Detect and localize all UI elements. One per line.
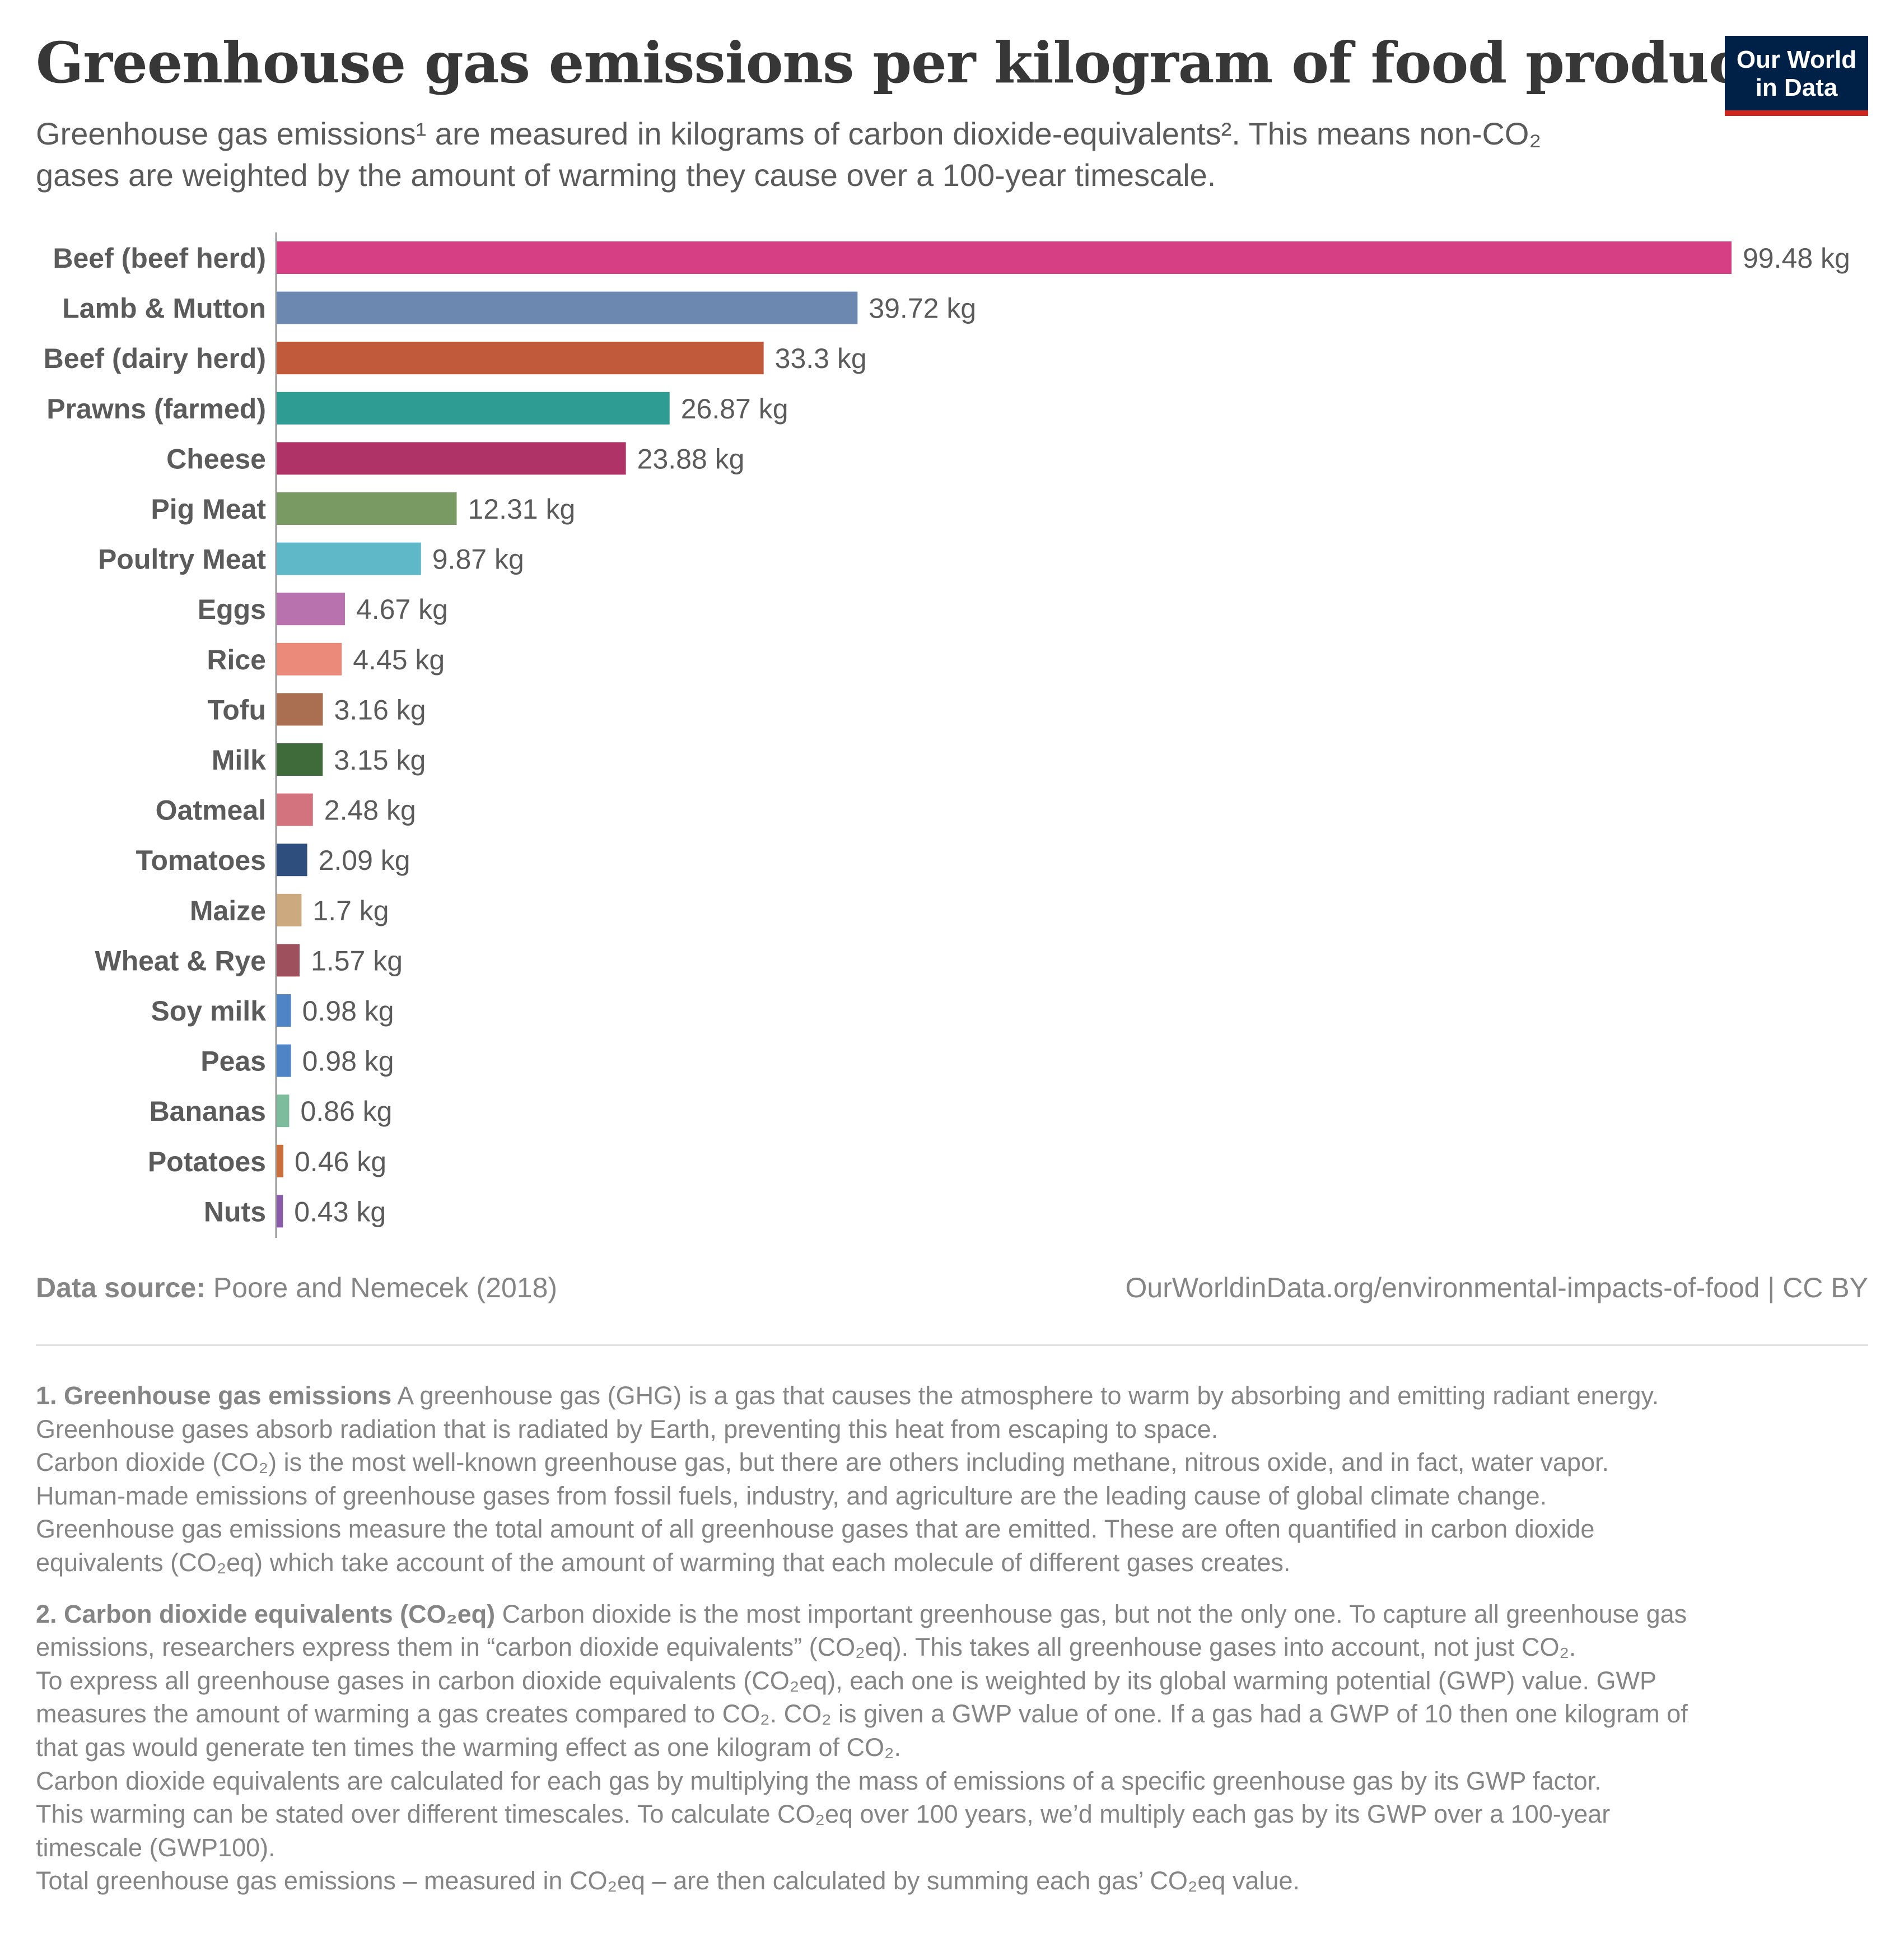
footnote-2-line: Total greenhouse gas emissions – measure…: [36, 1866, 1300, 1895]
bar[interactable]: [277, 392, 670, 425]
bar-chart: Beef (beef herd) 99.48 kg Lamb & Mutton 39.…: [44, 232, 1850, 1238]
value-label: 0.46 kg: [295, 1146, 386, 1177]
footnote-2-line: timescale (GWP100).: [36, 1833, 276, 1862]
value-label: 23.88 kg: [637, 443, 745, 474]
category-label: Maize: [190, 895, 266, 926]
source-url-link[interactable]: OurWorldinData.org/environmental-impacts…: [1125, 1272, 1868, 1303]
bar[interactable]: [277, 743, 323, 776]
category-label: Nuts: [204, 1196, 266, 1227]
bar[interactable]: [277, 492, 457, 525]
value-label: 99.48 kg: [1743, 243, 1850, 274]
bar[interactable]: [277, 793, 313, 826]
chart-title: Greenhouse gas emissions per kilogram of…: [36, 30, 1768, 96]
bar[interactable]: [277, 1144, 284, 1177]
footnote-1-line: Human-made emissions of greenhouse gases…: [36, 1481, 1547, 1510]
category-label: Bananas: [150, 1096, 266, 1127]
category-label: Wheat & Rye: [95, 945, 266, 976]
footnote-2-text: Carbon dioxide is the most important gre…: [502, 1599, 1687, 1628]
category-label: Beef (beef herd): [53, 243, 266, 274]
value-label: 2.09 kg: [319, 845, 410, 876]
value-label: 9.87 kg: [432, 544, 524, 575]
bars-group: Beef (beef herd) 99.48 kg Lamb & Mutton 39.…: [44, 241, 1850, 1228]
bar[interactable]: [277, 342, 764, 375]
footer-divider: [36, 1344, 1868, 1346]
value-label: 4.45 kg: [353, 644, 445, 676]
footnote-1-line: Carbon dioxide (CO₂) is the most well-kn…: [36, 1448, 1609, 1477]
value-label: 1.57 kg: [311, 945, 403, 976]
category-label: Potatoes: [148, 1146, 266, 1177]
bar[interactable]: [277, 1094, 290, 1128]
subtitle-line-1: Greenhouse gas emissions¹ are measured i…: [36, 116, 1542, 151]
data-source: Data source: Poore and Nemecek (2018): [36, 1271, 557, 1304]
footnote-1: 1. Greenhouse gas emissions A greenhouse…: [36, 1379, 1861, 1580]
category-label: Lamb & Mutton: [62, 293, 266, 324]
subtitle-line-2: gases are weighted by the amount of warm…: [36, 157, 1216, 193]
bar[interactable]: [277, 542, 421, 575]
footnote-1-title: 1. Greenhouse gas emissions: [36, 1381, 392, 1410]
value-label: 3.16 kg: [334, 694, 426, 725]
bar[interactable]: [277, 1044, 291, 1077]
category-label: Cheese: [166, 443, 266, 474]
bar[interactable]: [277, 241, 1732, 274]
category-label: Milk: [212, 744, 266, 776]
category-label: Poultry Meat: [98, 544, 266, 575]
footnote-2-line: This warming can be stated over differen…: [36, 1800, 1611, 1829]
footnotes: 1. Greenhouse gas emissions A greenhouse…: [36, 1379, 1861, 1916]
value-label: 0.43 kg: [294, 1196, 386, 1227]
category-label: Peas: [200, 1046, 266, 1077]
category-label: Pig Meat: [151, 493, 266, 525]
footnote-2-line: emissions, researchers express them in “…: [36, 1633, 1576, 1662]
chart-subtitle: Greenhouse gas emissions¹ are measured i…: [36, 113, 1660, 196]
value-label: 0.98 kg: [302, 1046, 394, 1077]
footnote-2-line: measures the amount of warming a gas cre…: [36, 1699, 1688, 1729]
bar[interactable]: [277, 642, 342, 676]
bar[interactable]: [277, 1195, 283, 1228]
value-label: 0.86 kg: [300, 1096, 392, 1127]
bar[interactable]: [277, 693, 323, 726]
value-label: 26.87 kg: [681, 393, 788, 425]
logo-line-1: Our World: [1736, 46, 1857, 73]
footnote-2-line: that gas would generate ten times the wa…: [36, 1732, 901, 1762]
our-world-in-data-logo[interactable]: Our World in Data: [1725, 36, 1868, 116]
footnote-1-line: equivalents (CO₂eq) which take account o…: [36, 1548, 1291, 1577]
bar[interactable]: [277, 593, 345, 626]
value-label: 12.31 kg: [468, 493, 575, 525]
bar[interactable]: [277, 291, 858, 324]
data-source-text: Poore and Nemecek (2018): [213, 1272, 558, 1303]
value-label: 39.72 kg: [869, 293, 976, 324]
value-label: 3.15 kg: [334, 744, 426, 776]
value-label: 0.98 kg: [302, 995, 394, 1027]
category-label: Oatmeal: [156, 795, 266, 826]
category-label: Tofu: [207, 694, 266, 725]
logo-line-2: in Data: [1755, 74, 1838, 101]
bar[interactable]: [277, 994, 291, 1027]
bar[interactable]: [277, 893, 302, 926]
bar[interactable]: [277, 442, 626, 475]
category-label: Prawns (farmed): [46, 393, 266, 425]
value-label: 1.7 kg: [312, 895, 389, 926]
category-label: Soy milk: [151, 995, 266, 1027]
footnote-1-text: A greenhouse gas (GHG) is a gas that cau…: [397, 1381, 1659, 1410]
bar[interactable]: [277, 944, 300, 977]
footnote-2-line: To express all greenhouse gases in carbo…: [36, 1666, 1656, 1695]
category-label: Rice: [207, 644, 266, 676]
data-source-label: Data source:: [36, 1272, 206, 1303]
value-label: 2.48 kg: [324, 795, 416, 826]
category-label: Tomatoes: [136, 845, 266, 876]
value-label: 33.3 kg: [775, 343, 867, 374]
footnote-2: 2. Carbon dioxide equivalents (CO₂eq) Ca…: [36, 1597, 1861, 1898]
category-label: Eggs: [198, 594, 266, 625]
footnote-2-line: Carbon dioxide equivalents are calculate…: [36, 1766, 1602, 1795]
bar[interactable]: [277, 844, 307, 877]
value-label: 4.67 kg: [356, 594, 448, 625]
category-label: Beef (dairy herd): [44, 343, 266, 374]
footnote-2-title: 2. Carbon dioxide equivalents (CO₂eq): [36, 1599, 496, 1628]
footnote-1-line: Greenhouse gases absorb radiation that i…: [36, 1414, 1219, 1443]
footnote-1-line: Greenhouse gas emissions measure the tot…: [36, 1515, 1595, 1544]
